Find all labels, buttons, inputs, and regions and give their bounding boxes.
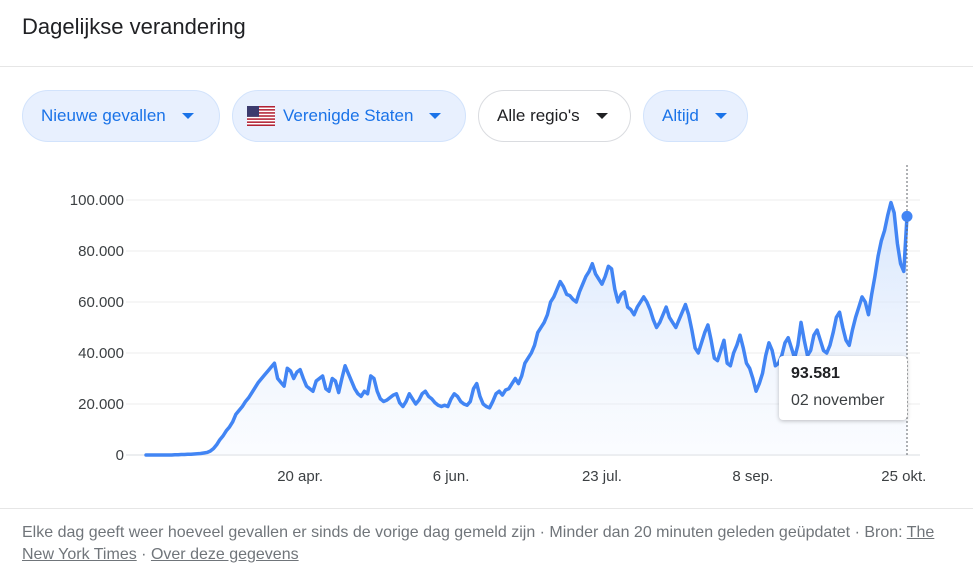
y-tick-label: 60.000: [78, 294, 124, 311]
us-flag-icon: [247, 106, 275, 126]
cases-line-chart[interactable]: 0 20.000 40.000 60.000 80.000 100.000 20 apr. 6…: [0, 160, 973, 500]
chevron-down-icon: [595, 113, 608, 119]
tooltip-value: 93.581: [791, 365, 840, 382]
metric-dropdown[interactable]: Nieuwe gevallen: [22, 90, 220, 142]
country-dropdown[interactable]: Verenigde Staten: [232, 90, 466, 142]
footer-separator: ·: [141, 546, 147, 563]
period-dropdown[interactable]: Altijd: [643, 90, 748, 142]
series-area: [146, 202, 907, 455]
x-tick-label: 23 jul.: [582, 468, 622, 485]
y-tick-label: 100.000: [70, 192, 124, 209]
region-dropdown-label: Alle regio's: [497, 106, 580, 125]
y-tick-label: 80.000: [78, 243, 124, 260]
tooltip-date: 02 november: [791, 392, 885, 409]
page-title: Dagelijkse verandering: [22, 14, 246, 39]
footer-source-prefix: · Bron:: [854, 524, 903, 541]
region-dropdown[interactable]: Alle regio's: [478, 90, 631, 142]
chart-tooltip: 93.581 02 november: [779, 356, 907, 420]
country-dropdown-label: Verenigde Staten: [283, 106, 414, 125]
x-tick-label: 25 okt.: [881, 468, 926, 485]
y-tick-label: 40.000: [78, 345, 124, 362]
source-link[interactable]: The New York Times: [22, 524, 935, 563]
metric-dropdown-label: Nieuwe gevallen: [41, 106, 166, 125]
about-data-link[interactable]: Over deze gegevens: [150, 546, 299, 563]
chevron-down-icon: [714, 113, 727, 119]
chevron-down-icon: [181, 113, 194, 119]
footer-description: Elke dag geeft weer hoeveel gevallen er …: [22, 524, 851, 541]
header-divider: [0, 66, 973, 67]
x-tick-label: 8 sep.: [732, 468, 773, 485]
footer-divider: [0, 508, 973, 509]
x-tick-label: 6 jun.: [433, 468, 470, 485]
x-tick-label: 20 apr.: [277, 468, 323, 485]
y-tick-label: 0: [116, 447, 124, 464]
chevron-down-icon: [429, 113, 442, 119]
footer: Elke dag geeft weer hoeveel gevallen er …: [22, 522, 952, 566]
y-tick-label: 20.000: [78, 396, 124, 413]
period-dropdown-label: Altijd: [662, 106, 699, 125]
hover-point: [901, 210, 913, 222]
